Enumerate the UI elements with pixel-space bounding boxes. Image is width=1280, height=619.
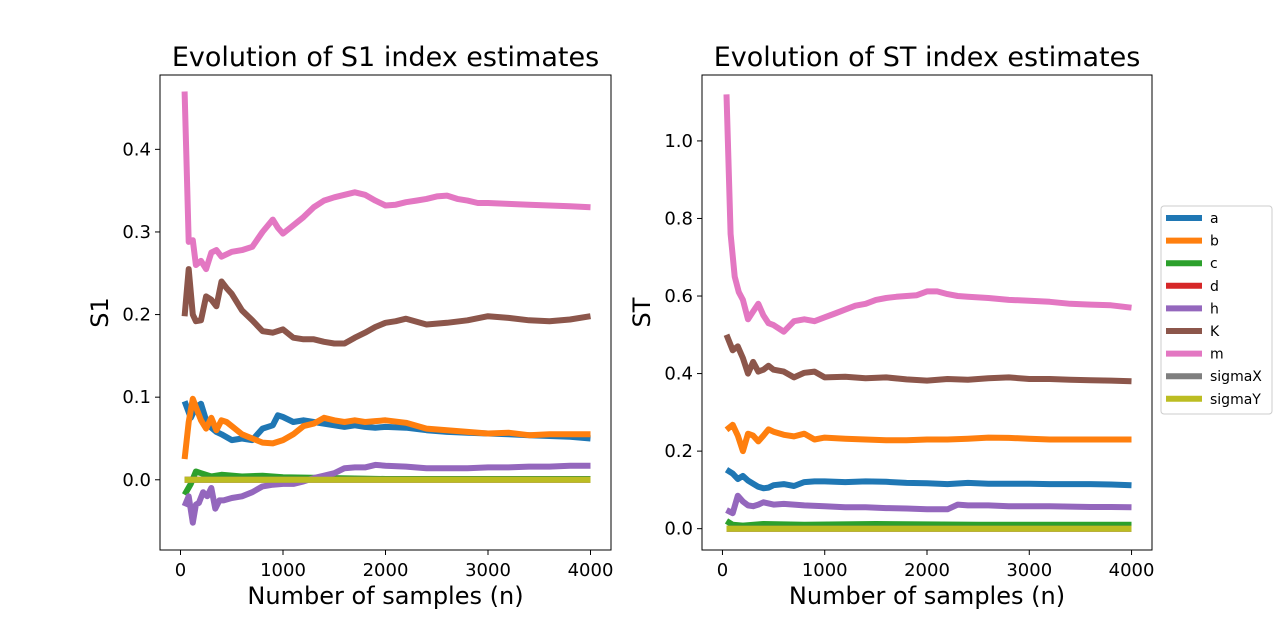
st-chart: Evolution of ST index estimates Number o…	[628, 42, 1154, 610]
x-tick-label: 2000	[363, 560, 409, 581]
y-tick-label: 0.4	[664, 364, 693, 385]
s1-chart: Evolution of S1 index estimates Number o…	[86, 42, 613, 610]
y-tick-label: 0.1	[122, 387, 151, 408]
legend-label: b	[1210, 234, 1219, 250]
x-tick-label: 3000	[465, 560, 511, 581]
legend-label: K	[1210, 324, 1220, 340]
series-line-K	[181, 266, 591, 347]
x-tick-label: 3000	[1006, 560, 1052, 581]
chart-title: Evolution of S1 index estimates	[172, 42, 599, 73]
legend-label: a	[1210, 211, 1219, 227]
plot-area: 0 1000 2000 3000 4000 0.0 0.1 0.2 0.3 0.4	[122, 74, 614, 581]
series-line-c	[724, 518, 1132, 529]
legend-frame	[1160, 205, 1273, 415]
series-line-c	[181, 468, 591, 497]
legend-label: m	[1210, 347, 1224, 363]
series-line-m	[181, 91, 591, 273]
axes-frame	[701, 74, 1153, 551]
legend-label: c	[1210, 256, 1218, 272]
series-line-b	[724, 421, 1132, 455]
plot-area: 0 1000 2000 3000 4000 0.0 0.2 0.4 0.6 0.8 1.0	[664, 74, 1155, 581]
y-axis-label: S1	[86, 297, 114, 328]
y-tick-label: 0.6	[664, 286, 693, 307]
legend-label: sigmaX	[1210, 369, 1262, 385]
legend-label: h	[1210, 301, 1219, 317]
x-tick-label: 1000	[260, 560, 306, 581]
x-tick-label: 4000	[1109, 560, 1155, 581]
x-tick-label: 2000	[904, 560, 950, 581]
series-group	[181, 91, 591, 526]
x-axis-label: Number of samples (n)	[247, 582, 523, 610]
y-tick-label: 0.0	[664, 519, 693, 540]
y-tick-label: 0.3	[122, 222, 151, 243]
x-tick-label: 1000	[802, 560, 848, 581]
chart-title: Evolution of ST index estimates	[714, 42, 1141, 73]
series-line-a	[724, 467, 1132, 492]
y-tick-label: 0.0	[122, 470, 151, 491]
x-tick-label: 0	[175, 560, 186, 581]
y-tick-label: 0.4	[122, 139, 151, 160]
y-tick-label: 0.2	[122, 305, 151, 326]
series-line-K	[723, 333, 1132, 385]
series-group	[723, 94, 1132, 532]
series-line-h	[725, 492, 1132, 517]
legend-label: sigmaY	[1210, 392, 1261, 408]
x-axis-label: Number of samples (n)	[789, 582, 1065, 610]
series-line-b	[181, 395, 591, 460]
y-tick-label: 0.8	[664, 208, 693, 229]
legend-label: d	[1210, 279, 1219, 295]
series-line-m	[723, 94, 1132, 335]
y-tick-label: 1.0	[664, 131, 693, 152]
x-tick-label: 0	[717, 560, 728, 581]
y-tick-label: 0.2	[664, 441, 693, 462]
y-axis-label: ST	[628, 297, 656, 327]
x-tick-label: 4000	[568, 560, 614, 581]
